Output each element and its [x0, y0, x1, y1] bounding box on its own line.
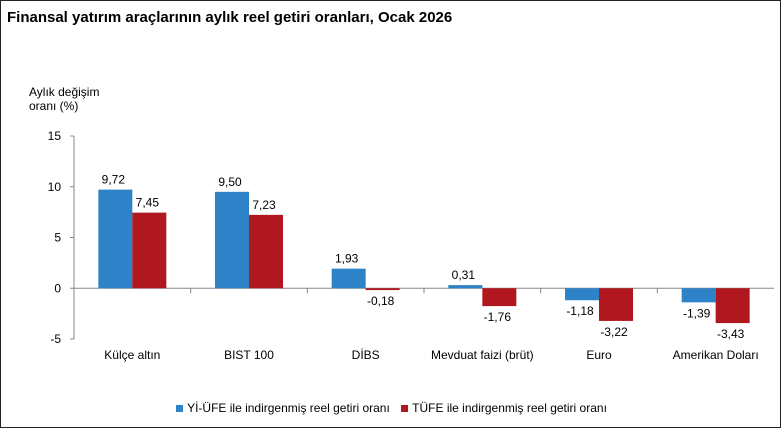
bar — [565, 288, 599, 301]
bar — [132, 212, 167, 289]
bar — [331, 268, 366, 289]
bar — [98, 189, 133, 289]
data-label: -1,76 — [484, 310, 512, 324]
legend-item-tufe: TÜFE ile indirgenmiş reel getiri oranı — [401, 401, 607, 415]
y-tick-label: 15 — [48, 129, 62, 143]
data-label: 9,72 — [102, 173, 126, 187]
data-label: -3,43 — [717, 327, 745, 341]
legend-label-tufe: TÜFE ile indirgenmiş reel getiri oranı — [412, 401, 607, 415]
y-tick-label: 5 — [54, 231, 61, 245]
bar — [249, 214, 283, 289]
bar — [681, 288, 716, 303]
bar — [715, 288, 750, 324]
legend-label-yi-ufe: Yİ-ÜFE ile indirgenmiş reel getiri oranı — [187, 401, 390, 415]
legend-swatch-yi-ufe — [176, 405, 184, 412]
data-label: 7,45 — [136, 196, 160, 210]
data-label: -1,39 — [683, 306, 711, 320]
bar — [365, 288, 400, 291]
data-label: -3,22 — [600, 325, 628, 339]
x-tick-label: Amerikan Doları — [673, 348, 759, 362]
legend-swatch-tufe — [401, 405, 409, 412]
legend-item-yi-ufe: Yİ-ÜFE ile indirgenmiş reel getiri oranı — [176, 401, 390, 415]
y-tick-label: 10 — [48, 180, 62, 194]
x-tick-label: BIST 100 — [224, 348, 274, 362]
chart-title: Finansal yatırım araçlarının aylık reel … — [7, 9, 453, 26]
x-tick-label: DİBS — [352, 348, 380, 362]
x-tick-label: Külçe altın — [104, 348, 160, 362]
data-label: 7,23 — [252, 198, 276, 212]
y-tick-label: -5 — [50, 332, 61, 346]
bar — [599, 288, 633, 321]
y-axis-label: Aylık değişim oranı (%) — [29, 85, 100, 113]
bar — [448, 285, 483, 289]
bar — [482, 288, 517, 307]
bar — [215, 191, 249, 289]
data-label: 1,93 — [335, 252, 359, 266]
x-tick-label: Euro — [586, 348, 612, 362]
x-tick-label: Mevduat faizi (brüt) — [431, 348, 534, 362]
data-label: 0,31 — [452, 268, 476, 282]
data-label: -1,18 — [566, 304, 594, 318]
y-tick-label: 0 — [54, 281, 61, 295]
bar-chart: -5 0 5 10 15 Külçe altın BIST 100 DİBS Mevduat f… — [48, 129, 774, 362]
data-label: -0,18 — [367, 294, 395, 308]
data-label: 9,50 — [218, 175, 242, 189]
chart-legend: Yİ-ÜFE ile indirgenmiş reel getiri oranı… — [1, 401, 781, 415]
